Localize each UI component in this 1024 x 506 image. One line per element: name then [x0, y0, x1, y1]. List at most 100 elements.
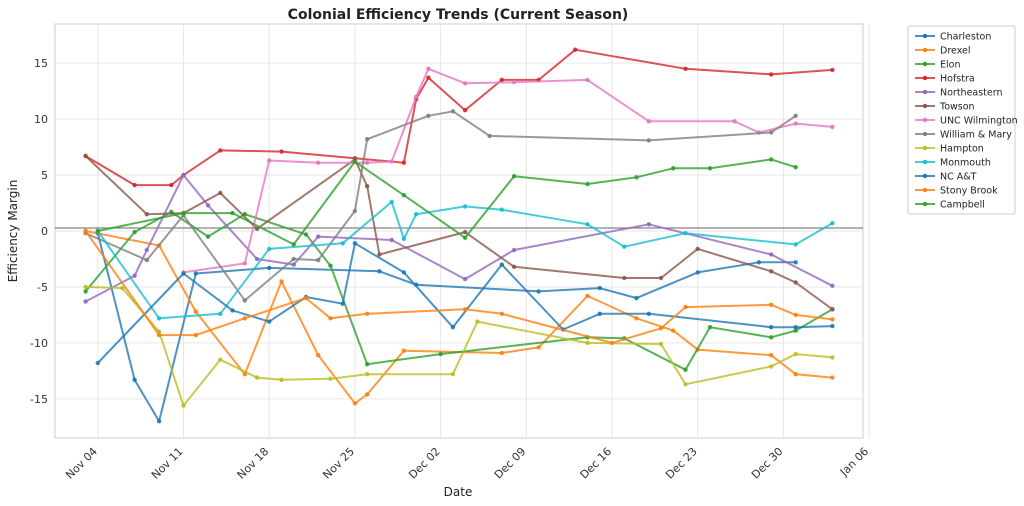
- data-point-unc-wilmington: [414, 94, 419, 99]
- data-point-drexel: [830, 375, 835, 380]
- y-tick-label: 5: [41, 169, 48, 182]
- data-point-nc-a-t: [340, 301, 345, 306]
- data-point-campbell: [671, 166, 676, 171]
- data-point-hofstra: [683, 66, 688, 72]
- data-point-elon: [365, 362, 370, 367]
- data-point-unc-wilmington: [793, 121, 798, 126]
- data-point-unc-wilmington: [462, 81, 468, 86]
- series-northeastern: [83, 172, 835, 304]
- data-point-campbell: [462, 235, 468, 240]
- legend-item-elon: Elon: [915, 60, 960, 71]
- data-point-stony-brook: [462, 307, 468, 312]
- data-point-northeastern: [181, 172, 186, 178]
- data-point-william-mary: [769, 130, 774, 135]
- data-point-drexel: [634, 316, 639, 321]
- legend-item-charleston: Charleston: [915, 32, 991, 43]
- data-point-nc-a-t: [597, 311, 602, 316]
- data-point-campbell: [511, 174, 517, 179]
- legend-label: Northeastern: [940, 88, 1003, 99]
- data-point-monmouth: [218, 311, 223, 316]
- legend-label: Stony Brook: [940, 186, 998, 197]
- data-point-monmouth: [414, 212, 419, 217]
- legend-label: NC A&T: [940, 172, 977, 183]
- legend-marker: [922, 103, 928, 109]
- legend-item-unc-wilmington: UNC Wilmington: [915, 116, 1018, 127]
- data-point-stony-brook: [156, 332, 162, 338]
- series-line-towson: [84, 155, 833, 311]
- data-point-stony-brook: [365, 311, 370, 316]
- y-axis-label: Efficiency Margin: [6, 180, 20, 283]
- data-point-unc-wilmington: [316, 160, 321, 165]
- legend: Charleston Drexel Elon Hofstra Northeastern T…: [907, 25, 1018, 215]
- data-point-elon: [793, 328, 798, 333]
- data-point-hofstra: [830, 67, 835, 73]
- x-axis-ticks: Nov 04 Nov 11 Nov 18 Nov 25 Dec 02 Dec 09 Dec …: [63, 445, 871, 482]
- data-point-towson: [83, 153, 88, 159]
- data-point-towson: [218, 190, 223, 196]
- legend-marker: [922, 173, 928, 179]
- data-point-drexel: [279, 279, 284, 284]
- data-point-nc-a-t: [646, 311, 651, 316]
- data-point-monmouth: [622, 244, 627, 249]
- data-point-monmouth: [830, 221, 835, 226]
- data-point-charleston: [793, 260, 798, 265]
- data-point-hofstra: [769, 72, 774, 77]
- data-point-northeastern: [144, 247, 149, 253]
- legend-marker: [922, 47, 928, 53]
- data-point-towson: [769, 269, 774, 274]
- legend-label: UNC Wilmington: [940, 116, 1018, 127]
- data-point-drexel: [193, 309, 198, 314]
- data-point-drexel: [793, 372, 798, 377]
- y-tick-label: -5: [37, 281, 48, 294]
- data-point-hofstra: [426, 75, 431, 80]
- data-point-william-mary: [450, 109, 456, 114]
- data-point-hampton: [830, 355, 835, 360]
- data-point-william-mary: [352, 208, 358, 214]
- series-group: [83, 47, 835, 424]
- data-point-hofstra: [279, 149, 284, 154]
- legend-marker: [922, 75, 928, 81]
- data-point-nc-a-t: [450, 325, 456, 330]
- legend-marker: [922, 145, 928, 151]
- data-point-monmouth: [156, 316, 162, 321]
- x-tick-label: Nov 11: [149, 445, 186, 482]
- x-tick-label: Dec 30: [749, 445, 786, 482]
- data-point-charleston: [156, 419, 162, 424]
- data-point-drexel: [536, 345, 541, 350]
- data-point-campbell: [793, 165, 798, 170]
- data-point-hofstra: [499, 77, 504, 83]
- data-point-drexel: [499, 350, 504, 356]
- data-point-campbell: [230, 210, 235, 216]
- legend-label: Drexel: [940, 46, 971, 57]
- data-point-hofstra: [218, 148, 223, 153]
- data-point-william-mary: [793, 113, 798, 119]
- legend-label: Elon: [940, 60, 960, 71]
- series-hampton: [83, 284, 835, 408]
- data-point-nc-a-t: [769, 325, 774, 330]
- legend-marker: [922, 187, 928, 193]
- data-point-elon: [205, 234, 211, 239]
- data-point-hampton: [279, 377, 284, 382]
- data-point-stony-brook: [242, 316, 247, 321]
- legend-marker: [922, 131, 928, 137]
- data-point-drexel: [316, 353, 321, 358]
- data-point-elon: [328, 263, 333, 268]
- series-line-william-mary: [85, 110, 797, 302]
- x-tick-label: Dec 16: [578, 445, 615, 482]
- data-point-campbell: [291, 242, 296, 247]
- data-point-unc-wilmington: [585, 77, 590, 83]
- data-point-unc-wilmington: [646, 119, 651, 124]
- y-tick-label: 10: [34, 113, 48, 126]
- data-point-stony-brook: [793, 312, 798, 318]
- data-point-hampton: [683, 382, 688, 387]
- data-point-elon: [132, 229, 137, 235]
- data-point-william-mary: [242, 298, 247, 303]
- data-point-hampton: [181, 403, 186, 408]
- data-point-charleston: [536, 289, 541, 294]
- data-point-william-mary: [291, 256, 296, 262]
- data-point-nc-a-t: [181, 271, 186, 276]
- legend-item-campbell: Campbell: [915, 200, 985, 211]
- data-point-monmouth: [340, 241, 345, 246]
- data-point-charleston: [756, 260, 762, 265]
- data-point-william-mary: [365, 137, 370, 142]
